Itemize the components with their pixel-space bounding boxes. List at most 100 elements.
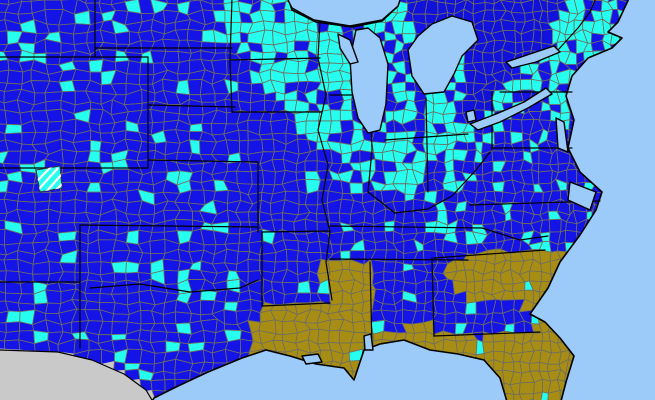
county-cell — [297, 280, 312, 294]
county-cell — [538, 361, 549, 373]
state-border-tn-ms-al — [329, 258, 469, 261]
county-cell — [305, 120, 319, 135]
county-cell — [74, 198, 88, 215]
county-cell — [150, 108, 165, 124]
lake-superior — [287, 0, 401, 27]
county-cell — [6, 69, 24, 85]
county-cell — [340, 180, 352, 195]
county-cell — [492, 340, 506, 353]
county-cell — [49, 191, 62, 203]
county-cell — [72, 32, 88, 45]
county-cell — [239, 139, 249, 155]
county-cell — [382, 160, 398, 173]
county-cell — [45, 302, 62, 315]
hatch-stripes — [36, 166, 62, 192]
county-cell — [471, 322, 485, 334]
state-border-ky-va — [481, 227, 549, 241]
county-cell — [340, 259, 351, 270]
county-cell — [20, 170, 37, 185]
county-cell — [189, 349, 206, 365]
county-cell — [464, 301, 477, 315]
county-cell — [4, 123, 23, 135]
state-border-ia-west — [229, 59, 233, 113]
state-border-al-ga — [431, 257, 435, 337]
county-cell — [294, 292, 312, 304]
county-cell — [60, 198, 76, 215]
county-cell — [317, 328, 330, 345]
county-cell — [88, 59, 104, 73]
county-cell — [295, 120, 307, 136]
lake-huron — [407, 15, 479, 95]
county-cell — [187, 79, 203, 96]
county-cell — [374, 240, 388, 251]
county-cell — [162, 50, 180, 64]
county-cell — [187, 189, 206, 206]
county-cell — [45, 52, 62, 66]
county-cell — [5, 310, 21, 324]
county-cell — [349, 182, 364, 195]
county-cell — [326, 52, 344, 65]
state-border-us-canada-ny — [557, 0, 596, 51]
county-cell — [484, 2, 495, 11]
county-cell — [262, 169, 276, 186]
county-cell — [224, 248, 239, 265]
county-cell — [415, 302, 426, 312]
county-cell — [455, 0, 468, 5]
state-border-red-river — [89, 279, 259, 293]
county-cell — [137, 262, 152, 275]
county-cell — [111, 313, 130, 323]
coastline — [151, 0, 630, 400]
chesapeake-bay — [555, 117, 569, 153]
county-cell — [327, 212, 341, 223]
county-cell — [304, 160, 318, 172]
county-cell — [361, 271, 374, 286]
county-cell — [125, 73, 141, 86]
coastline-layer — [151, 0, 630, 400]
county-cell — [84, 300, 101, 311]
county-cell — [87, 252, 102, 263]
county-cell — [74, 262, 90, 274]
state-border-ks-ok — [79, 224, 259, 228]
county-cell — [520, 78, 533, 91]
county-cell — [150, 158, 169, 173]
mexico-region — [0, 348, 150, 400]
county-cell — [150, 330, 168, 343]
county-cell — [236, 170, 253, 185]
county-cell — [371, 130, 387, 144]
county-cell — [4, 281, 23, 295]
county-cell — [110, 261, 127, 274]
county-cell — [126, 60, 142, 75]
county-cell — [114, 31, 130, 45]
county-cell — [174, 218, 194, 232]
county-cell — [271, 150, 286, 161]
county-cell — [520, 0, 535, 4]
county-cell — [434, 238, 444, 254]
mexico-fill — [0, 348, 150, 400]
state-border-sd-ne — [147, 104, 236, 108]
county-cell — [45, 289, 62, 304]
county-cell — [295, 170, 307, 181]
county-cell — [491, 181, 505, 193]
county-cell — [124, 348, 143, 364]
county-cell — [424, 280, 439, 293]
county-cell — [238, 129, 249, 142]
county-cell — [19, 280, 35, 295]
state-borders-layer — [0, 0, 601, 400]
county-cell — [519, 381, 535, 395]
county-cell — [532, 29, 543, 44]
county-cell — [528, 270, 543, 283]
county-cell — [44, 0, 64, 11]
lake-ontario — [505, 45, 561, 69]
lake-michigan — [349, 27, 389, 134]
county-cell — [3, 330, 20, 342]
lake-pontchartrain — [301, 353, 323, 365]
county-cell — [149, 238, 166, 254]
county-cell — [162, 311, 177, 325]
hatched-county-layer — [35, 165, 63, 193]
county-cell — [538, 109, 552, 121]
county-cell — [111, 321, 129, 336]
state-border-ms-al — [369, 261, 373, 348]
county-cell — [394, 131, 408, 142]
county-cell — [138, 74, 155, 86]
